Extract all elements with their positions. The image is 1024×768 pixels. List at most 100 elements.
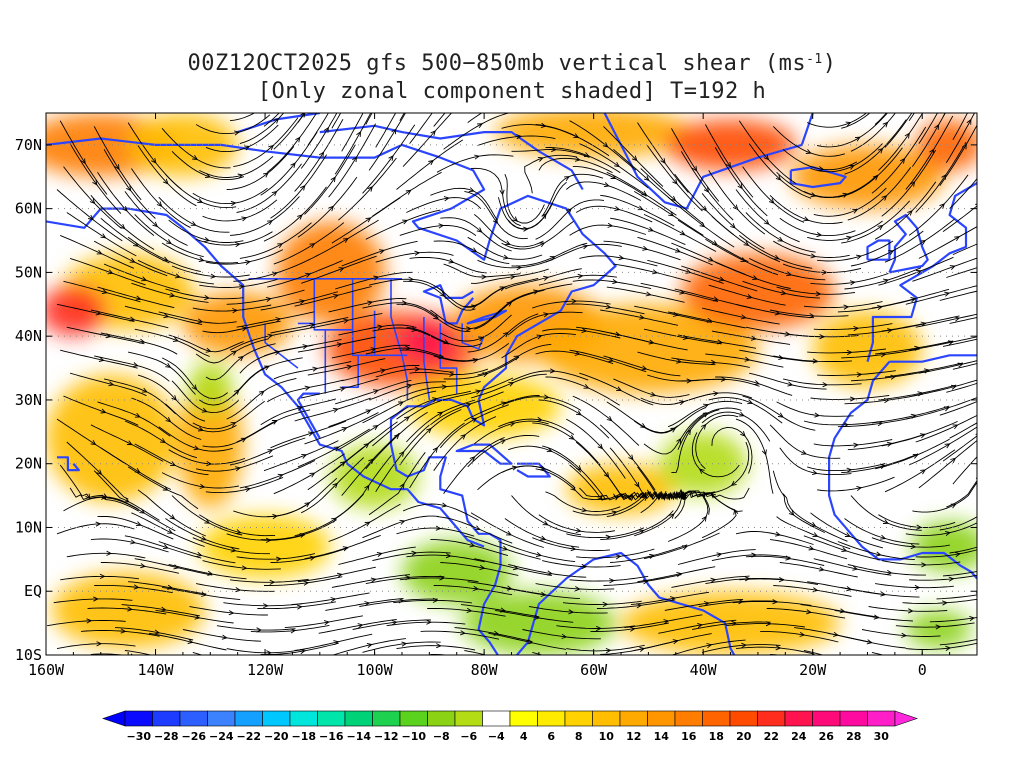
streamline	[406, 399, 476, 443]
streamline-arrow	[309, 322, 316, 328]
streamline	[436, 154, 514, 173]
streamline-arrow	[542, 520, 549, 526]
streamline-arrow	[672, 178, 678, 185]
streamline	[677, 549, 756, 565]
streamline	[497, 197, 554, 230]
streamline-arrow	[88, 214, 94, 221]
streamline-arrow	[692, 165, 698, 172]
streamline	[406, 326, 483, 348]
streamline	[606, 286, 685, 303]
streamline	[701, 411, 771, 442]
title-line-1: 00Z12OCT2025 gfs 500−850mb vertical shea…	[188, 51, 837, 76]
streamline	[267, 477, 338, 518]
streamline-arrow	[207, 570, 214, 576]
streamline-arrow	[235, 587, 242, 593]
streamline	[827, 632, 906, 649]
streamline-arrow	[988, 541, 993, 545]
streamline-arrow	[919, 433, 926, 439]
streamline-arrow	[909, 180, 916, 187]
streamline	[769, 194, 843, 225]
streamline	[647, 259, 724, 284]
colorbar-label: 14	[654, 730, 670, 743]
streamline	[266, 379, 344, 403]
streamline-arrow	[299, 299, 306, 305]
streamline	[776, 286, 855, 295]
streamline-arrow	[812, 358, 819, 364]
streamline	[192, 400, 265, 430]
streamline	[430, 539, 509, 557]
streamline-arrow	[339, 386, 346, 392]
streamline	[433, 416, 497, 471]
streamline-arrow	[290, 628, 297, 634]
streamline-arrow	[152, 221, 159, 228]
streamline	[318, 619, 397, 634]
streamline	[103, 149, 156, 219]
streamline-arrow	[856, 254, 863, 260]
streamline-arrow	[676, 358, 683, 364]
streamline-arrow	[875, 104, 880, 109]
streamline-arrow	[123, 497, 130, 503]
streamline-arrow	[449, 371, 455, 377]
streamline	[545, 491, 621, 512]
streamline-arrow	[509, 274, 516, 280]
streamline-arrow	[778, 577, 785, 583]
streamline	[284, 615, 363, 629]
streamline-arrow	[543, 394, 550, 400]
streamline	[436, 286, 507, 308]
streamline-arrow	[190, 221, 197, 226]
streamline	[365, 347, 444, 357]
streamline-arrow	[876, 667, 881, 671]
streamline	[942, 205, 977, 232]
streamline-arrow	[471, 304, 478, 310]
streamline	[470, 373, 547, 399]
streamline	[124, 420, 198, 459]
streamline-arrow	[583, 384, 590, 389]
streamline-arrow	[961, 143, 967, 150]
streamline-arrow	[852, 208, 859, 214]
streamline	[909, 336, 977, 351]
streamline	[63, 280, 141, 303]
shear-patch	[396, 323, 463, 362]
streamline	[850, 230, 924, 267]
streamline	[861, 629, 941, 637]
state-boundary	[351, 278, 408, 357]
streamline-arrow	[890, 374, 897, 380]
streamline	[131, 512, 205, 547]
streamline-arrow	[950, 384, 957, 390]
streamline	[100, 217, 170, 264]
colorbar-swatch	[729, 710, 758, 727]
streamline	[69, 372, 147, 397]
streamline-arrow	[271, 271, 279, 277]
streamline	[779, 447, 852, 476]
streamline-arrow	[135, 521, 142, 527]
streamline	[362, 515, 439, 539]
streamline-arrow	[787, 381, 794, 387]
streamline	[202, 560, 281, 570]
streamline-arrow	[92, 179, 98, 186]
streamline-arrow	[96, 641, 103, 647]
streamline-arrow	[300, 113, 306, 118]
x-tick-label: 140W	[137, 661, 174, 679]
streamline	[103, 378, 176, 415]
streamline	[335, 271, 413, 290]
colorbar-label: −26	[181, 730, 206, 743]
streamline	[701, 644, 781, 653]
streamline	[158, 426, 233, 452]
streamline	[813, 323, 893, 331]
streamline-arrow	[141, 387, 148, 393]
streamline-arrow	[132, 362, 139, 368]
streamline	[745, 212, 816, 253]
streamline-arrow	[597, 494, 603, 501]
streamline-arrow	[985, 416, 990, 420]
streamline	[643, 213, 717, 252]
streamline	[705, 353, 784, 368]
streamline	[881, 149, 937, 217]
streamline	[205, 343, 276, 381]
streamline	[952, 243, 977, 256]
streamline	[810, 395, 890, 400]
shear-patch	[46, 285, 107, 337]
streamline-arrow	[935, 624, 942, 630]
streamline	[161, 128, 231, 169]
colorbar-label: 6	[547, 730, 555, 743]
streamline	[94, 584, 173, 594]
